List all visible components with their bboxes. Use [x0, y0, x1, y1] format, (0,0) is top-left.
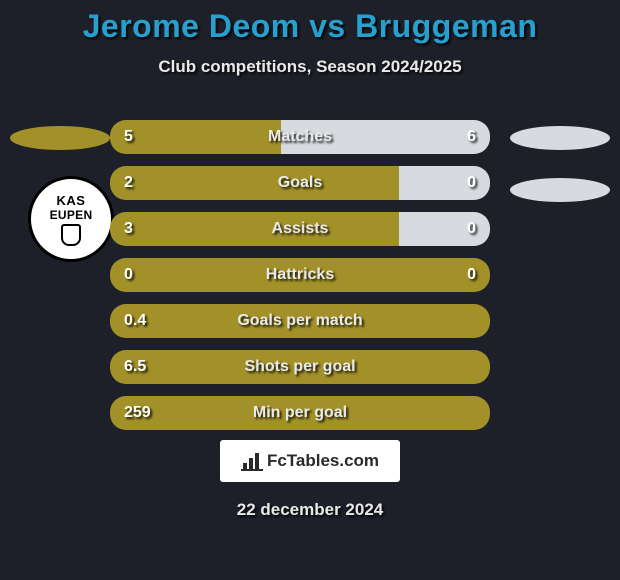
- stat-bar-right: [281, 120, 490, 154]
- ellipse-icon-left: [10, 126, 110, 150]
- brand-label: FcTables.com: [267, 451, 379, 471]
- stat-bar-left: [110, 258, 490, 292]
- ellipse-icon-right-2: [510, 178, 610, 202]
- stat-bar-left: [110, 120, 281, 154]
- page-subtitle: Club competitions, Season 2024/2025: [158, 57, 461, 77]
- stat-bar-left: [110, 166, 399, 200]
- stat-row: Min per goal259: [110, 396, 490, 430]
- stat-bar-left: [110, 350, 490, 384]
- stats-chart: Matches56 Goals20 Assists30 Hattricks00 Goal…: [110, 120, 490, 442]
- stat-bar-right: [399, 212, 490, 246]
- stat-row: Goals per match0.4: [110, 304, 490, 338]
- page-date: 22 december 2024: [237, 500, 384, 520]
- brand-badge: FcTables.com: [220, 440, 400, 482]
- bar-chart-icon: [241, 451, 263, 471]
- page-title: Jerome Deom vs Bruggeman: [83, 8, 538, 45]
- club-crest-left: KAS EUPEN: [28, 176, 114, 262]
- comparison-card: Jerome Deom vs Bruggeman Club competitio…: [0, 0, 620, 580]
- shield-icon: [61, 224, 81, 246]
- stat-bar-right: [399, 166, 490, 200]
- stat-row: Assists30: [110, 212, 490, 246]
- stat-row: Shots per goal6.5: [110, 350, 490, 384]
- stat-row: Matches56: [110, 120, 490, 154]
- crest-line-1: KAS: [57, 193, 86, 208]
- stat-row: Hattricks00: [110, 258, 490, 292]
- stat-row: Goals20: [110, 166, 490, 200]
- crest-line-2: EUPEN: [50, 208, 93, 222]
- stat-bar-left: [110, 212, 399, 246]
- stat-bar-left: [110, 396, 490, 430]
- stat-bar-left: [110, 304, 490, 338]
- ellipse-icon-right-1: [510, 126, 610, 150]
